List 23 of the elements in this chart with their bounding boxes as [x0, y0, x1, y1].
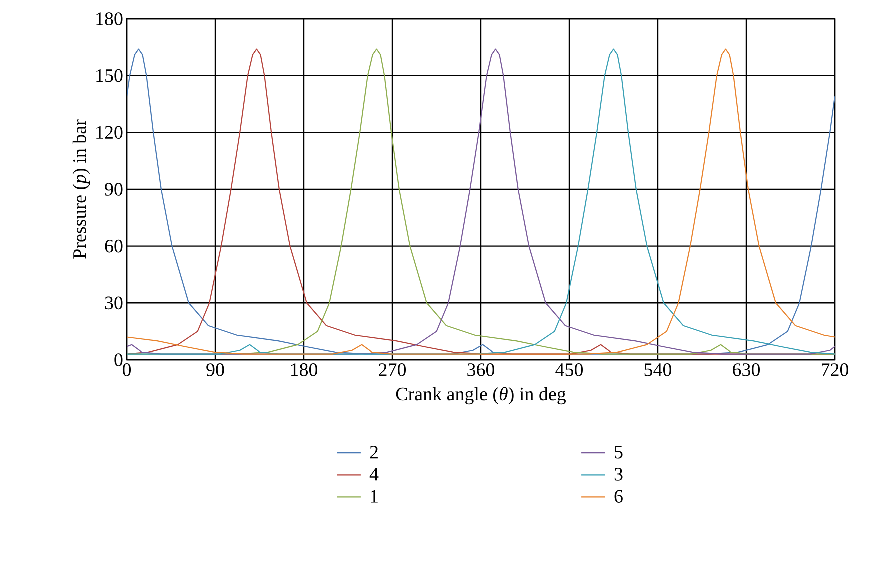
x-tick-label: 360	[468, 364, 495, 376]
y-tick-label: 90	[105, 183, 123, 196]
legend-label: 4	[370, 468, 379, 481]
x-tick-label: 90	[206, 364, 224, 376]
y-tick-label: 180	[96, 12, 123, 26]
x-tick-label: 0	[122, 364, 132, 376]
y-tick-label: 120	[96, 126, 123, 140]
y-tick-label: 150	[96, 69, 123, 82]
legend-label: 1	[371, 490, 378, 503]
legend-label: 2	[370, 446, 378, 459]
x-axis-title: Crank angle (θ) in deg	[396, 387, 566, 405]
x-tick-label: 720	[822, 364, 849, 376]
legend-label: 6	[614, 490, 623, 503]
x-tick-label: 450	[556, 364, 584, 376]
legend-label: 5	[615, 446, 623, 459]
y-tick-label: 60	[105, 240, 123, 253]
legend-label: 3	[614, 468, 623, 481]
x-tick-label: 270	[379, 364, 406, 376]
x-tick-label: 630	[733, 364, 760, 376]
y-tick-label: 30	[105, 296, 123, 310]
y-tick-label: 0	[114, 354, 123, 366]
x-tick-label: 540	[644, 364, 672, 376]
x-tick-label: 180	[291, 364, 318, 376]
